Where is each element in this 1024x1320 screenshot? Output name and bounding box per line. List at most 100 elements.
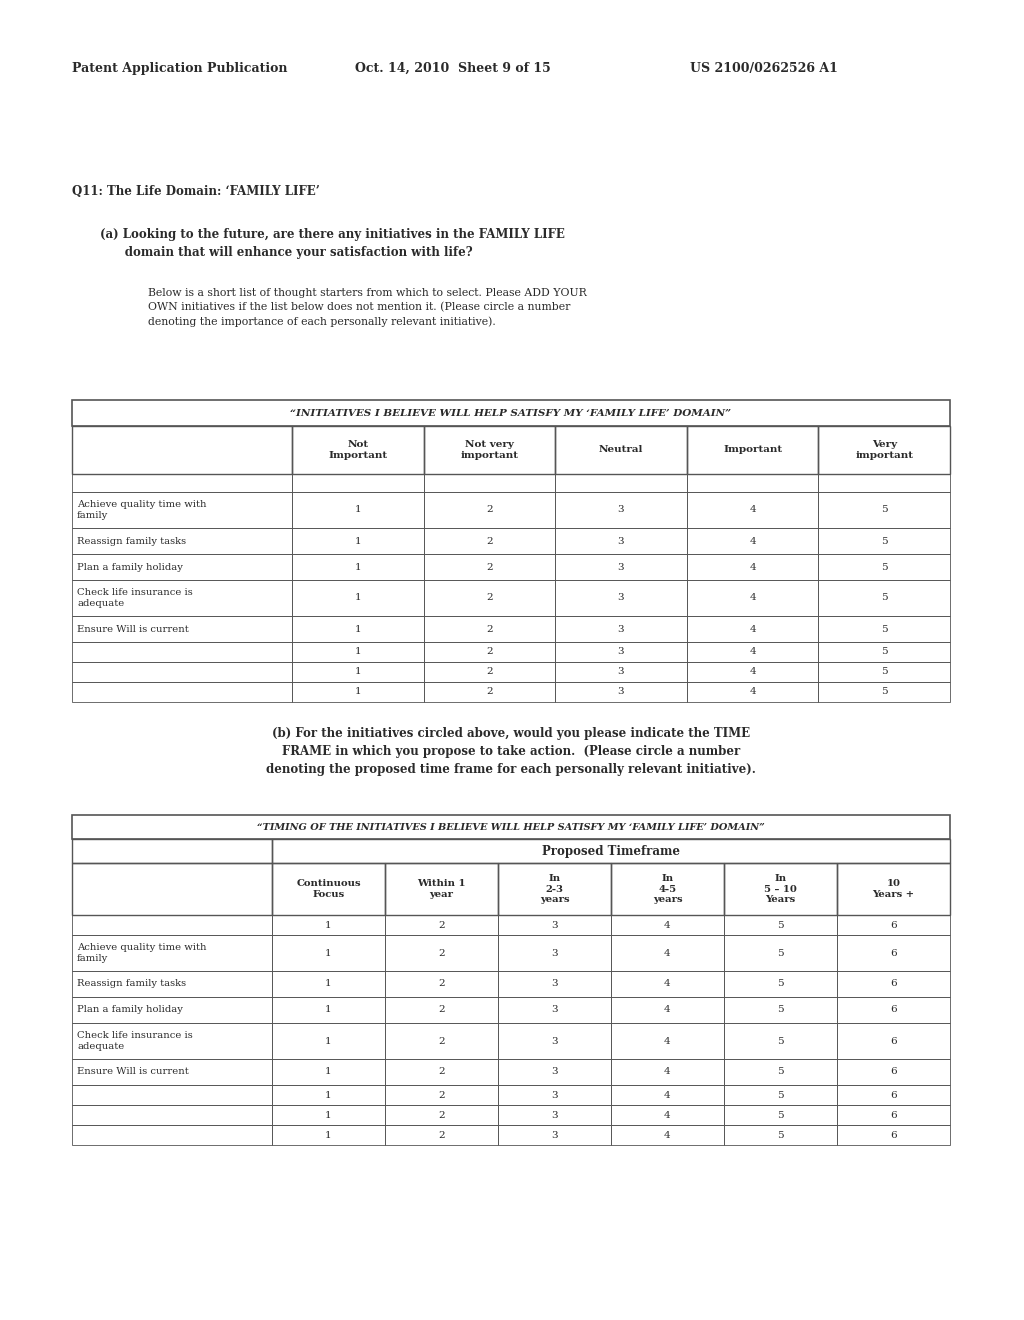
Text: 5: 5 (777, 1090, 783, 1100)
Text: Not very
important: Not very important (461, 440, 518, 461)
Text: 1: 1 (326, 920, 332, 929)
Text: 2: 2 (486, 562, 493, 572)
Bar (424, 663, 555, 682)
Text: 3: 3 (617, 506, 625, 515)
Bar (292, 426, 424, 474)
Bar (272, 1023, 385, 1059)
Text: 5: 5 (777, 1068, 783, 1077)
Bar (611, 1059, 724, 1085)
Bar (818, 426, 950, 474)
Bar (385, 1059, 498, 1085)
Bar (292, 642, 424, 663)
Text: 4: 4 (665, 1068, 671, 1077)
Bar (72, 814, 950, 840)
Bar (555, 642, 687, 663)
Bar (498, 1085, 611, 1105)
Text: 6: 6 (890, 1068, 897, 1077)
Bar (72, 616, 292, 642)
Bar (687, 528, 818, 554)
Bar (724, 1059, 837, 1085)
Bar (72, 1125, 272, 1144)
Bar (498, 1105, 611, 1125)
Text: 2: 2 (438, 1068, 444, 1077)
Text: 2: 2 (486, 668, 493, 676)
Bar (385, 1125, 498, 1144)
Bar (272, 863, 385, 915)
Text: (b) For the initiatives circled above, would you please indicate the TIME
FRAME : (b) For the initiatives circled above, w… (266, 727, 756, 776)
Bar (818, 474, 950, 492)
Bar (498, 1059, 611, 1085)
Text: 5: 5 (881, 536, 888, 545)
Bar (498, 935, 611, 972)
Text: Ensure Will is current: Ensure Will is current (77, 624, 188, 634)
Bar (272, 1105, 385, 1125)
Text: 5: 5 (881, 648, 888, 656)
Bar (724, 1023, 837, 1059)
Text: Below is a short list of thought starters from which to select. Please ADD YOUR
: Below is a short list of thought starter… (148, 288, 587, 327)
Text: “INITIATIVES I BELIEVE WILL HELP SATISFY MY ‘FAMILY LIFE’ DOMAIN”: “INITIATIVES I BELIEVE WILL HELP SATISFY… (291, 408, 731, 417)
Bar (837, 1105, 950, 1125)
Bar (424, 682, 555, 702)
Text: Ensure Will is current: Ensure Will is current (77, 1068, 188, 1077)
Text: 6: 6 (890, 1110, 897, 1119)
Text: 4: 4 (665, 1036, 671, 1045)
Bar (818, 492, 950, 528)
Bar (611, 1125, 724, 1144)
Text: 3: 3 (551, 1036, 558, 1045)
Bar (272, 1085, 385, 1105)
Bar (498, 1023, 611, 1059)
Bar (687, 642, 818, 663)
Bar (611, 935, 724, 972)
Bar (72, 579, 292, 616)
Text: Neutral: Neutral (599, 446, 643, 454)
Bar (837, 1059, 950, 1085)
Bar (555, 579, 687, 616)
Text: 3: 3 (617, 648, 625, 656)
Bar (498, 1125, 611, 1144)
Bar (687, 663, 818, 682)
Text: Very
important: Very important (855, 440, 913, 461)
Text: 1: 1 (326, 1130, 332, 1139)
Text: 3: 3 (551, 1068, 558, 1077)
Bar (72, 400, 950, 426)
Bar (818, 616, 950, 642)
Text: “TIMING OF THE INITIATIVES I BELIEVE WILL HELP SATISFY MY ‘FAMILY LIFE’ DOMAIN”: “TIMING OF THE INITIATIVES I BELIEVE WIL… (257, 822, 765, 832)
Text: 1: 1 (354, 668, 361, 676)
Text: 4: 4 (665, 1090, 671, 1100)
Bar (72, 1085, 272, 1105)
Text: 3: 3 (617, 562, 625, 572)
Text: 2: 2 (438, 1036, 444, 1045)
Text: 1: 1 (354, 506, 361, 515)
Bar (555, 663, 687, 682)
Text: 2: 2 (486, 594, 493, 602)
Bar (72, 997, 272, 1023)
Text: 3: 3 (617, 594, 625, 602)
Bar (555, 682, 687, 702)
Text: 6: 6 (890, 949, 897, 957)
Bar (837, 1085, 950, 1105)
Bar (611, 1105, 724, 1125)
Bar (385, 935, 498, 972)
Bar (72, 972, 272, 997)
Text: 4: 4 (665, 920, 671, 929)
Text: 3: 3 (617, 688, 625, 697)
Text: 2: 2 (486, 648, 493, 656)
Text: Reassign family tasks: Reassign family tasks (77, 979, 186, 989)
Bar (687, 474, 818, 492)
Text: Not
Important: Not Important (329, 440, 387, 461)
Text: 5: 5 (881, 506, 888, 515)
Text: 4: 4 (750, 688, 756, 697)
Bar (818, 663, 950, 682)
Text: Plan a family holiday: Plan a family holiday (77, 562, 183, 572)
Text: 2: 2 (486, 506, 493, 515)
Bar (724, 863, 837, 915)
Text: 5: 5 (777, 1036, 783, 1045)
Text: Important: Important (723, 446, 782, 454)
Text: 1: 1 (354, 562, 361, 572)
Bar (724, 1125, 837, 1144)
Bar (272, 935, 385, 972)
Bar (687, 554, 818, 579)
Text: 4: 4 (665, 979, 671, 989)
Bar (385, 997, 498, 1023)
Text: 6: 6 (890, 1090, 897, 1100)
